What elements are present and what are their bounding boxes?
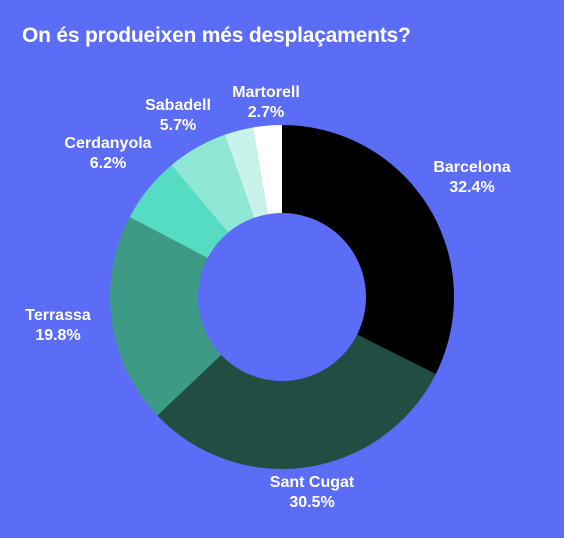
slice-value-sabadell: 5.7%	[160, 117, 196, 134]
slice-cerdanyola	[129, 165, 229, 258]
slice-label-sant-cugat: Sant Cugat	[270, 474, 355, 491]
slice-value-cerdanyola: 6.2%	[90, 155, 126, 172]
chart-title: On és produeixen més desplaçaments?	[22, 24, 411, 47]
slice-label-martorell: Martorell	[232, 84, 300, 101]
slice-unlabeled-5	[224, 127, 268, 218]
slice-label-terrassa: Terrassa	[25, 307, 91, 324]
slice-value-martorell: 2.7%	[248, 104, 284, 121]
slice-barcelona	[282, 125, 454, 375]
slice-value-sant-cugat: 30.5%	[289, 494, 334, 511]
slice-value-barcelona: 32.4%	[449, 179, 494, 196]
slice-value-terrassa: 19.8%	[35, 327, 80, 344]
slice-sabadell	[171, 134, 255, 233]
slice-label-cerdanyola: Cerdanyola	[64, 135, 151, 152]
slice-sant-cugat	[157, 334, 436, 469]
slice-martorell	[252, 125, 282, 215]
slice-label-barcelona: Barcelona	[433, 159, 510, 176]
slice-label-sabadell: Sabadell	[145, 97, 211, 114]
slice-terrassa	[110, 216, 222, 416]
